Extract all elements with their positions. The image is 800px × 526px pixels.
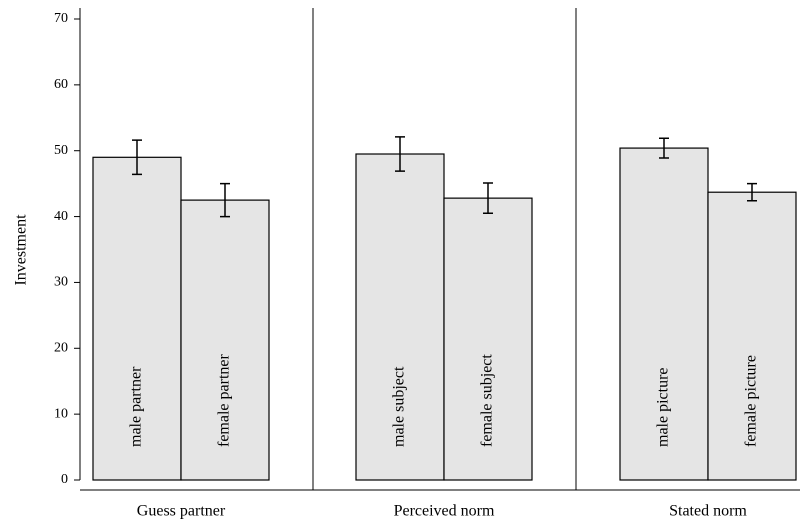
error-bar xyxy=(483,182,493,215)
y-tick-label: 0 xyxy=(61,472,68,487)
bar-label: female subject xyxy=(479,354,496,447)
group-label: Guess partner xyxy=(137,503,226,520)
bar xyxy=(92,156,182,481)
y-tick-label: 70 xyxy=(54,11,68,26)
bar xyxy=(180,199,270,481)
error-bar xyxy=(132,139,142,176)
error-bar xyxy=(747,182,757,202)
y-tick-label: 50 xyxy=(54,143,68,158)
y-axis-label: Investment xyxy=(13,214,30,286)
bar-label: male subject xyxy=(391,366,408,447)
group-label: Stated norm xyxy=(669,503,747,520)
error-bar xyxy=(659,137,669,159)
y-tick-label: 10 xyxy=(54,406,68,421)
bar xyxy=(707,191,797,481)
bar-label: female partner xyxy=(216,354,233,448)
bar-label: female picture xyxy=(743,355,760,447)
error-bar xyxy=(220,182,230,218)
y-tick-label: 20 xyxy=(54,341,68,356)
y-tick-label: 60 xyxy=(54,77,68,92)
y-tick-label: 30 xyxy=(54,275,68,290)
group-label: Perceived norm xyxy=(394,503,495,520)
error-bar xyxy=(395,136,405,172)
y-tick-label: 40 xyxy=(54,209,68,224)
bar-label: male partner xyxy=(128,366,145,447)
bar-label: male picture xyxy=(655,367,672,447)
